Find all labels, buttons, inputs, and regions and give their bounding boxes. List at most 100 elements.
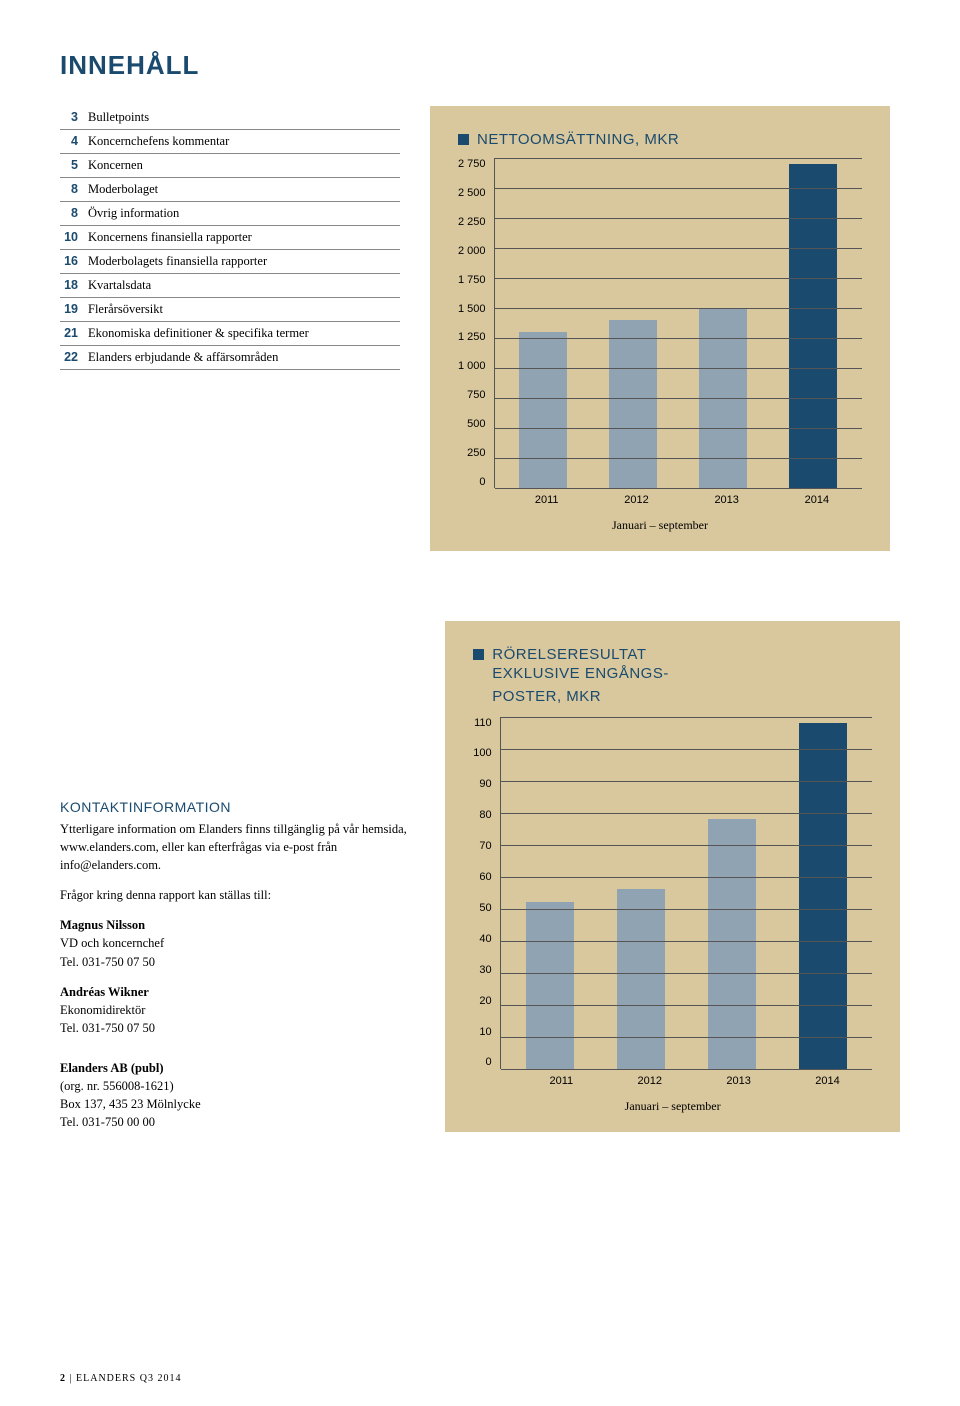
toc-row: 4Koncernchefens kommentar [60,130,400,154]
chart-oper-title-2: EXKLUSIVE ENGÅNGS- [492,665,872,684]
grid-line [501,1037,872,1038]
y-tick-label: 20 [479,995,491,1007]
contact-name: Magnus Nilsson [60,918,145,932]
chart-x-axis: 2011201220132014 [509,1069,872,1087]
grid-line [495,158,862,159]
contact-tel: Tel. 031-750 07 50 [60,955,155,969]
toc-label: Koncernchefens kommentar [88,134,400,149]
grid-line [495,428,862,429]
x-tick-label: 2011 [535,494,559,506]
y-tick-label: 80 [479,809,491,821]
toc-row: 5Koncernen [60,154,400,178]
chart-bar [708,819,756,1069]
grid-line [501,813,872,814]
grid-line [501,749,872,750]
toc-row: 8Moderbolaget [60,178,400,202]
grid-line [501,717,872,718]
chart-bar [519,332,567,488]
chart-x-axis: 2011201220132014 [494,488,862,506]
grid-line [495,248,862,249]
grid-line [501,973,872,974]
toc-label: Kvartalsdata [88,278,400,293]
x-tick-label: 2011 [549,1075,573,1087]
toc-row: 19Flerårsöversikt [60,298,400,322]
y-tick-label: 1 750 [458,274,486,286]
chart-netsales-panel: NETTOOMSÄTTNING, MKR 2 7502 5002 2502 00… [430,106,890,551]
toc-page-number: 18 [60,278,88,293]
grid-line [495,278,862,279]
grid-line [495,488,862,489]
toc-page-number: 8 [60,182,88,197]
toc-label: Moderbolaget [88,182,400,197]
contact-tel: Tel. 031-750 07 50 [60,1021,155,1035]
chart-y-axis: 2 7502 5002 2502 0001 7501 5001 2501 000… [458,158,494,488]
toc-label: Koncernens finansiella rapporter [88,230,400,245]
page-title: INNEHÅLL [60,50,900,81]
toc-page-number: 10 [60,230,88,245]
company-name: Elanders AB (publ) [60,1061,164,1075]
y-tick-label: 60 [479,871,491,883]
toc-row: 21Ekonomiska definitioner & specifika te… [60,322,400,346]
grid-line [495,368,862,369]
y-tick-label: 2 750 [458,158,486,170]
contact-person-2: Andréas Wikner Ekonomidirektör Tel. 031-… [60,983,415,1037]
footer-text: ELANDERS Q3 2014 [76,1373,181,1384]
grid-line [495,218,862,219]
toc-row: 18Kvartalsdata [60,274,400,298]
x-tick-label: 2012 [638,1075,662,1087]
contact-text: Ytterligare information om Elanders finn… [60,820,415,874]
y-tick-label: 100 [473,747,491,759]
chart-bar [789,164,837,488]
y-tick-label: 750 [467,389,485,401]
toc-page-number: 3 [60,110,88,125]
x-tick-label: 2013 [726,1075,750,1087]
toc-row: 22Elanders erbjudande & affärsområden [60,346,400,370]
contact-role: Ekonomidirektör [60,1003,145,1017]
y-tick-label: 50 [479,902,491,914]
toc-label: Koncernen [88,158,400,173]
toc-page-number: 19 [60,302,88,317]
grid-line [495,188,862,189]
chart-bar [617,889,665,1068]
chart-bar [526,902,574,1068]
contact-information: KONTAKTINFORMATION Ytterligare informati… [60,797,415,1131]
chart-operating-result-panel: RÖRELSERESULTAT EXKLUSIVE ENGÅNGS- POSTE… [445,621,900,1132]
y-tick-label: 40 [479,933,491,945]
grid-line [501,877,872,878]
company-address: Box 137, 435 23 Mölnlycke [60,1097,201,1111]
toc-row: 8Övrig information [60,202,400,226]
y-tick-label: 30 [479,964,491,976]
chart-netsales-title: NETTOOMSÄTTNING, MKR [477,131,679,148]
toc-page-number: 4 [60,134,88,149]
toc-page-number: 16 [60,254,88,269]
y-tick-label: 1 000 [458,360,486,372]
grid-line [501,845,872,846]
grid-line [495,458,862,459]
chart-plot-area [500,717,872,1069]
toc-page-number: 22 [60,350,88,365]
grid-line [501,941,872,942]
toc-label: Bulletpoints [88,110,400,125]
contact-name: Andréas Wikner [60,985,149,999]
toc-page-number: 8 [60,206,88,221]
y-tick-label: 1 250 [458,331,486,343]
grid-line [501,1005,872,1006]
y-tick-label: 2 500 [458,187,486,199]
toc-label: Ekonomiska definitioner & specifika term… [88,326,400,341]
chart-marker-icon [473,649,484,660]
chart-bar [609,320,657,488]
y-tick-label: 250 [467,447,485,459]
table-of-contents: 3Bulletpoints4Koncernchefens kommentar5K… [60,106,400,370]
chart-caption: Januari – september [458,518,862,533]
chart-plot-area [494,158,862,488]
toc-row: 3Bulletpoints [60,106,400,130]
grid-line [501,909,872,910]
chart-netsales: 2 7502 5002 2502 0001 7501 5001 2501 000… [458,158,862,533]
y-tick-label: 500 [467,418,485,430]
contact-person-1: Magnus Nilsson VD och koncernchef Tel. 0… [60,916,415,970]
toc-row: 16Moderbolagets finansiella rapporter [60,250,400,274]
grid-line [501,1069,872,1070]
toc-label: Övrig information [88,206,400,221]
contact-text-2: Frågor kring denna rapport kan ställas t… [60,886,415,904]
x-tick-label: 2014 [805,494,829,506]
